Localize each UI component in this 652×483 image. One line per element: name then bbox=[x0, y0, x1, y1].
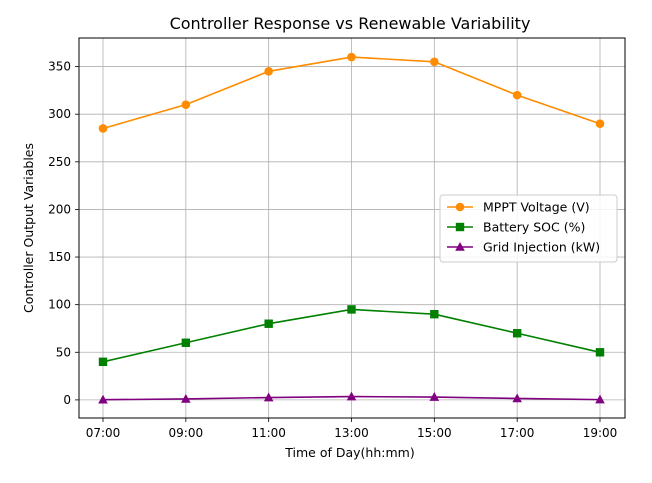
data-point bbox=[263, 392, 274, 402]
data-point bbox=[430, 57, 439, 67]
x-tick-label: 19:00 bbox=[583, 426, 618, 440]
data-point bbox=[98, 124, 108, 133]
x-tick-label: 11:00 bbox=[251, 426, 286, 440]
data-point bbox=[595, 348, 605, 357]
data-point bbox=[512, 329, 522, 338]
y-tick-label: 350 bbox=[48, 60, 71, 74]
series-circle bbox=[98, 52, 605, 133]
data-point bbox=[181, 338, 191, 347]
legend-label: Grid Injection (kW) bbox=[483, 240, 600, 255]
data-point bbox=[264, 319, 273, 328]
legend: MPPT Voltage (V) Battery SOC (%) Grid Inje… bbox=[439, 194, 618, 263]
data-point bbox=[346, 391, 357, 401]
y-tick-label: 250 bbox=[48, 155, 71, 169]
data-point bbox=[430, 309, 439, 319]
y-tick-label: 0 bbox=[63, 393, 71, 407]
series-triangle bbox=[98, 391, 605, 404]
x-axis-label: Time of Day(hh:mm) bbox=[284, 445, 414, 460]
legend-item: MPPT Voltage (V) bbox=[447, 200, 590, 215]
x-tick-label: 15:00 bbox=[417, 426, 452, 440]
data-point bbox=[429, 392, 440, 401]
legend-marker bbox=[455, 242, 465, 251]
data-point bbox=[264, 67, 273, 76]
legend-label: MPPT Voltage (V) bbox=[483, 200, 590, 215]
data-point bbox=[98, 357, 108, 367]
legend-item: Battery SOC (%) bbox=[447, 220, 585, 235]
y-tick-label: 300 bbox=[48, 107, 71, 121]
axis-ticks: 07:00 09:00 11:00 13:00 15:00 17:00 19:00 0 50 10… bbox=[48, 60, 617, 440]
legend-item: Grid Injection (kW) bbox=[447, 240, 600, 255]
y-tick-label: 150 bbox=[48, 250, 71, 264]
y-axis-label: Controller Output Variables bbox=[21, 143, 36, 313]
chart-title: Controller Response vs Renewable Variabi… bbox=[170, 14, 531, 33]
legend-label: Battery SOC (%) bbox=[483, 220, 585, 235]
plot-area-frame bbox=[78, 37, 626, 419]
x-tick-label: 07:00 bbox=[86, 426, 121, 440]
data-point bbox=[595, 394, 605, 404]
x-tick-label: 09:00 bbox=[169, 426, 204, 440]
legend-marker bbox=[455, 222, 465, 232]
data-point bbox=[347, 52, 356, 62]
y-tick-label: 200 bbox=[48, 202, 71, 216]
legend-marker bbox=[455, 202, 465, 212]
data-point bbox=[181, 100, 191, 109]
legend-frame bbox=[439, 194, 618, 263]
data-point bbox=[98, 394, 108, 404]
series-square bbox=[98, 305, 605, 367]
data-point bbox=[512, 90, 522, 100]
x-tick-label: 13:00 bbox=[334, 426, 369, 440]
y-tick-label: 50 bbox=[56, 345, 71, 359]
y-tick-label: 100 bbox=[48, 298, 71, 312]
data-point bbox=[512, 393, 522, 403]
data-point bbox=[181, 393, 191, 403]
data-series bbox=[98, 52, 605, 404]
data-point bbox=[595, 119, 605, 129]
x-tick-label: 17:00 bbox=[500, 426, 535, 440]
data-point bbox=[347, 305, 356, 314]
